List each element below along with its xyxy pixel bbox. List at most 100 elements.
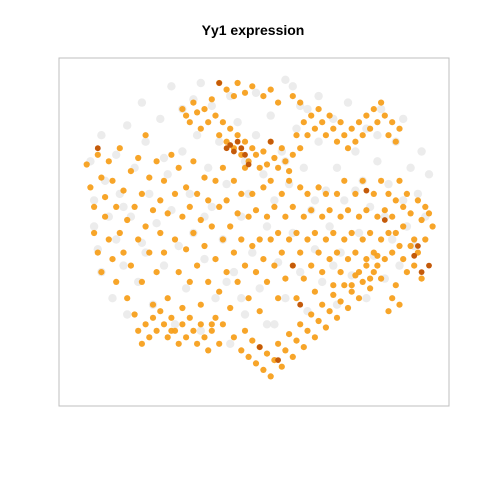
- expressing-cell-point: [374, 262, 381, 269]
- background-cell-point: [178, 147, 187, 156]
- expressing-cell-point: [367, 285, 374, 292]
- expressing-cell-point: [245, 353, 252, 360]
- expressing-cell-point: [249, 242, 256, 250]
- expressing-cell-point: [256, 164, 263, 171]
- expressing-cell-point: [333, 314, 341, 321]
- expressing-cell-point: [333, 190, 341, 197]
- expressing-cell-point: [370, 269, 377, 276]
- expressing-cell-point: [256, 236, 263, 243]
- expressing-cell-point: [138, 340, 145, 347]
- expressing-cell-point: [359, 278, 366, 285]
- expressing-cell-point: [168, 151, 175, 158]
- background-cell-point: [399, 114, 408, 124]
- expressing-cell-point: [241, 327, 249, 334]
- background-cell-point: [207, 101, 216, 111]
- background-cell-point: [97, 131, 106, 140]
- high-expressing-cell-point: [363, 187, 370, 194]
- expressing-cell-point: [179, 106, 186, 113]
- background-cell-point: [299, 163, 308, 172]
- expressing-cell-point: [190, 158, 197, 165]
- expressing-cell-point: [344, 145, 352, 152]
- expressing-cell-point: [263, 213, 271, 220]
- expressing-cell-point: [208, 327, 215, 334]
- expressing-cell-point: [297, 99, 304, 106]
- expressing-cell-point: [319, 301, 326, 308]
- expressing-cell-point: [149, 301, 157, 308]
- expressing-cell-point: [216, 203, 223, 210]
- background-cell-point: [222, 277, 231, 287]
- expressing-cell-point: [216, 132, 223, 139]
- expressing-cell-point: [363, 207, 370, 214]
- expressing-cell-point: [260, 148, 267, 155]
- expressing-cell-point: [396, 301, 403, 308]
- expressing-cell-point: [363, 112, 370, 119]
- background-cell-point: [318, 277, 327, 287]
- background-cell-point: [233, 118, 242, 127]
- expressing-cell-point: [300, 344, 307, 351]
- expressing-cell-point: [341, 236, 348, 243]
- expressing-cell-point: [422, 236, 429, 243]
- expressing-cell-point: [194, 262, 201, 269]
- expressing-cell-point: [230, 177, 237, 184]
- expressing-cell-point: [175, 164, 182, 171]
- expressing-cell-point: [381, 256, 388, 263]
- expressing-cell-point: [138, 278, 145, 285]
- expressing-cell-point: [249, 145, 256, 152]
- expressing-cell-point: [260, 93, 267, 100]
- expressing-cell-point: [355, 213, 363, 220]
- expressing-cell-point: [124, 295, 131, 302]
- expressing-cell-point: [392, 229, 399, 237]
- expressing-cell-point: [131, 203, 138, 210]
- background-cell-point: [340, 196, 349, 205]
- expressing-cell-point: [286, 177, 293, 184]
- expressing-cell-point: [289, 353, 296, 360]
- expressing-cell-point: [311, 229, 318, 237]
- background-cell-point: [112, 150, 121, 159]
- expressing-cell-point: [146, 174, 153, 181]
- expressing-cell-point: [267, 177, 274, 184]
- expressing-cell-point: [378, 177, 385, 184]
- expressing-cell-point: [275, 340, 282, 347]
- expressing-cell-point: [127, 262, 134, 269]
- expressing-cell-point: [164, 334, 171, 341]
- high-expressing-cell-point: [381, 217, 388, 223]
- expressing-cell-point: [245, 213, 252, 220]
- high-expressing-cell-point: [227, 142, 234, 148]
- expressing-cell-point: [249, 83, 256, 90]
- background-cell-point: [303, 104, 312, 114]
- expressing-cell-point: [190, 229, 197, 237]
- expressing-cell-point: [348, 229, 355, 237]
- expressing-cell-point: [135, 154, 142, 162]
- expressing-cell-point: [197, 125, 204, 132]
- expressing-cell-point: [367, 125, 374, 132]
- expressing-cell-point: [219, 164, 226, 171]
- expressing-cell-point: [219, 321, 226, 328]
- expressing-cell-point: [286, 236, 293, 243]
- expressing-cell-point: [260, 184, 267, 191]
- expressing-cell-point: [171, 236, 179, 243]
- high-expressing-cell-point: [238, 145, 245, 152]
- expressing-cell-point: [186, 278, 193, 285]
- expressing-cell-point: [374, 213, 381, 220]
- expressing-cell-point: [352, 138, 359, 145]
- expressing-cell-point: [194, 109, 201, 116]
- expressing-cell-point: [260, 256, 267, 263]
- background-cell-point: [145, 189, 154, 199]
- high-expressing-cell-point: [267, 138, 274, 145]
- expressing-cell-point: [282, 158, 289, 165]
- background-cell-point: [259, 170, 268, 179]
- background-cell-point: [343, 98, 353, 107]
- background-cell-point: [262, 222, 272, 231]
- expressing-cell-point: [223, 86, 230, 93]
- high-expressing-cell-point: [231, 148, 237, 155]
- expressing-cell-point: [352, 272, 359, 279]
- expressing-cell-point: [197, 321, 204, 328]
- expressing-cell-point: [418, 275, 425, 282]
- background-cell-point: [200, 254, 209, 264]
- background-cell-point: [170, 320, 180, 329]
- expressing-cell-point: [267, 86, 274, 93]
- expressing-cell-point: [355, 119, 363, 126]
- plot-frame: [58, 57, 450, 407]
- expressing-cell-point: [319, 213, 326, 220]
- expressing-cell-point: [311, 334, 318, 341]
